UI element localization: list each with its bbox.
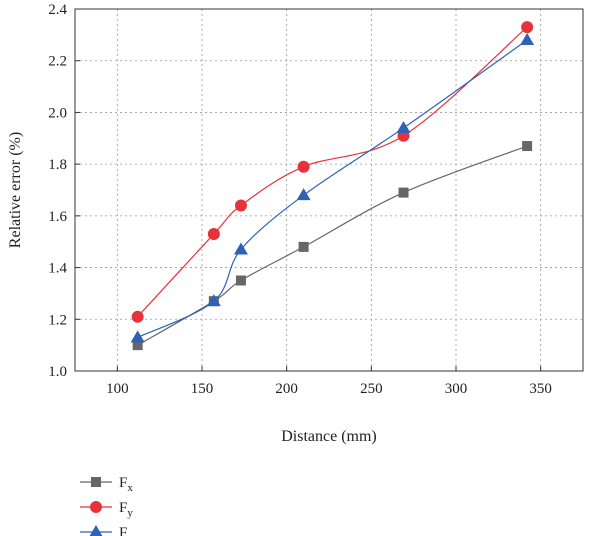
data-point [131,310,144,323]
data-point [297,160,310,173]
series-line [137,145,528,346]
y-tick-label: 1.6 [48,209,67,225]
data-point [234,199,247,212]
x-tick-label: 350 [529,381,552,397]
data-point [298,241,309,252]
legend-label: Fx [119,475,133,494]
y-tick-label: 2.2 [48,54,67,70]
y-tick-label: 1.4 [48,261,67,277]
y-tick-label: 2.4 [48,2,67,18]
y-tick-label: 1.2 [48,312,67,328]
legend-item: Fz [80,525,132,536]
data-point [398,187,409,198]
data-point [233,242,248,255]
legend: Fx Fy Fz [80,475,133,536]
data-point [132,340,143,351]
axis-ticks: 100 150 200 250 300 350 1.0 1.2 1.4 1.6 1.8 2.0 2.2 2… [48,2,552,397]
data-point [522,141,533,152]
series-fz [130,33,535,343]
plot-frame [74,8,584,372]
x-tick-label: 200 [275,381,298,397]
data-point [207,227,220,240]
x-tick-label: 300 [445,381,468,397]
data-point [235,275,246,286]
y-tick-label: 2.0 [48,105,67,121]
series-line [137,26,528,318]
x-tick-label: 150 [191,381,214,397]
x-axis-label: Distance (mm) [281,428,377,445]
legend-label: Fy [119,500,133,519]
y-tick-label: 1.0 [48,364,67,380]
data-point [130,330,145,343]
series-line [137,39,528,338]
x-tick-label: 100 [106,381,129,397]
legend-item: Fy [80,500,133,519]
data-point [521,21,534,34]
data-point [206,294,221,307]
data-point [520,33,535,46]
y-tick-label: 1.8 [48,157,67,173]
series-fy [131,21,534,323]
x-tick-label: 250 [360,381,383,397]
legend-marker [90,501,102,513]
legend-label: Fz [119,525,132,536]
series-fx [132,141,533,351]
data-point [396,120,411,133]
legend-marker [89,525,103,536]
series [130,21,535,351]
grid [75,9,583,371]
y-axis-label: Relative error (%) [7,132,24,248]
legend-marker [91,477,101,487]
legend-item: Fx [80,475,133,494]
data-point [296,188,311,201]
